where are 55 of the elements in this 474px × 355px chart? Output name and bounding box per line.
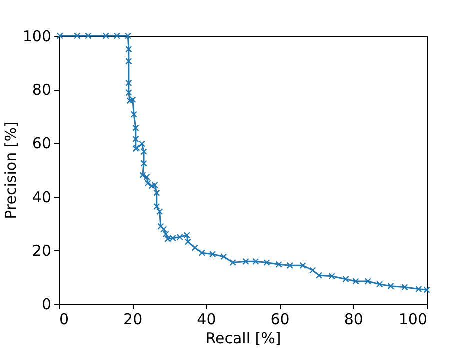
point <box>242 258 250 265</box>
point <box>220 253 228 260</box>
point <box>264 259 270 266</box>
x-tick-label: 20 <box>124 310 143 328</box>
point <box>376 281 384 288</box>
point <box>56 32 64 40</box>
point <box>132 124 140 132</box>
point <box>102 32 110 40</box>
y-tick-label: 60 <box>32 134 52 153</box>
x-tick-label: 40 <box>197 310 216 328</box>
point <box>192 244 198 252</box>
point <box>209 251 216 258</box>
point <box>252 258 260 265</box>
point <box>126 80 132 87</box>
point <box>310 267 316 274</box>
point <box>158 223 164 230</box>
y-tick-label: 0 <box>42 296 52 314</box>
point <box>130 111 138 118</box>
y-tick-label: 20 <box>32 242 52 260</box>
point <box>300 262 306 270</box>
point <box>132 136 140 143</box>
point <box>364 278 372 285</box>
y-tick-label: 40 <box>32 188 52 206</box>
y-axis-title: Precision [%] <box>2 122 20 220</box>
point <box>198 250 206 256</box>
point <box>328 273 336 280</box>
x-tick-label: 80 <box>344 310 364 328</box>
point <box>85 32 92 40</box>
point <box>148 182 156 190</box>
point <box>176 234 184 241</box>
point <box>352 278 360 285</box>
point <box>140 172 146 179</box>
x-axis-title: Recall [%] <box>206 330 282 348</box>
point <box>342 276 350 283</box>
point <box>126 58 132 65</box>
x-tick-label: 100 <box>398 310 428 328</box>
point <box>388 282 394 290</box>
point <box>124 32 132 40</box>
x-tick-label: 60 <box>270 310 290 328</box>
point <box>276 261 282 268</box>
point <box>140 160 148 167</box>
point <box>286 262 294 270</box>
point <box>130 96 136 104</box>
point <box>402 284 408 291</box>
point <box>424 286 430 294</box>
x-tick-label: 0 <box>60 310 70 328</box>
point <box>230 259 236 266</box>
point <box>114 32 120 40</box>
y-tick-label: 80 <box>32 81 52 100</box>
point <box>170 235 176 242</box>
point <box>74 32 81 40</box>
point <box>126 46 132 53</box>
point <box>316 272 323 279</box>
point <box>416 286 422 293</box>
y-tick-label: 100 <box>22 28 52 46</box>
